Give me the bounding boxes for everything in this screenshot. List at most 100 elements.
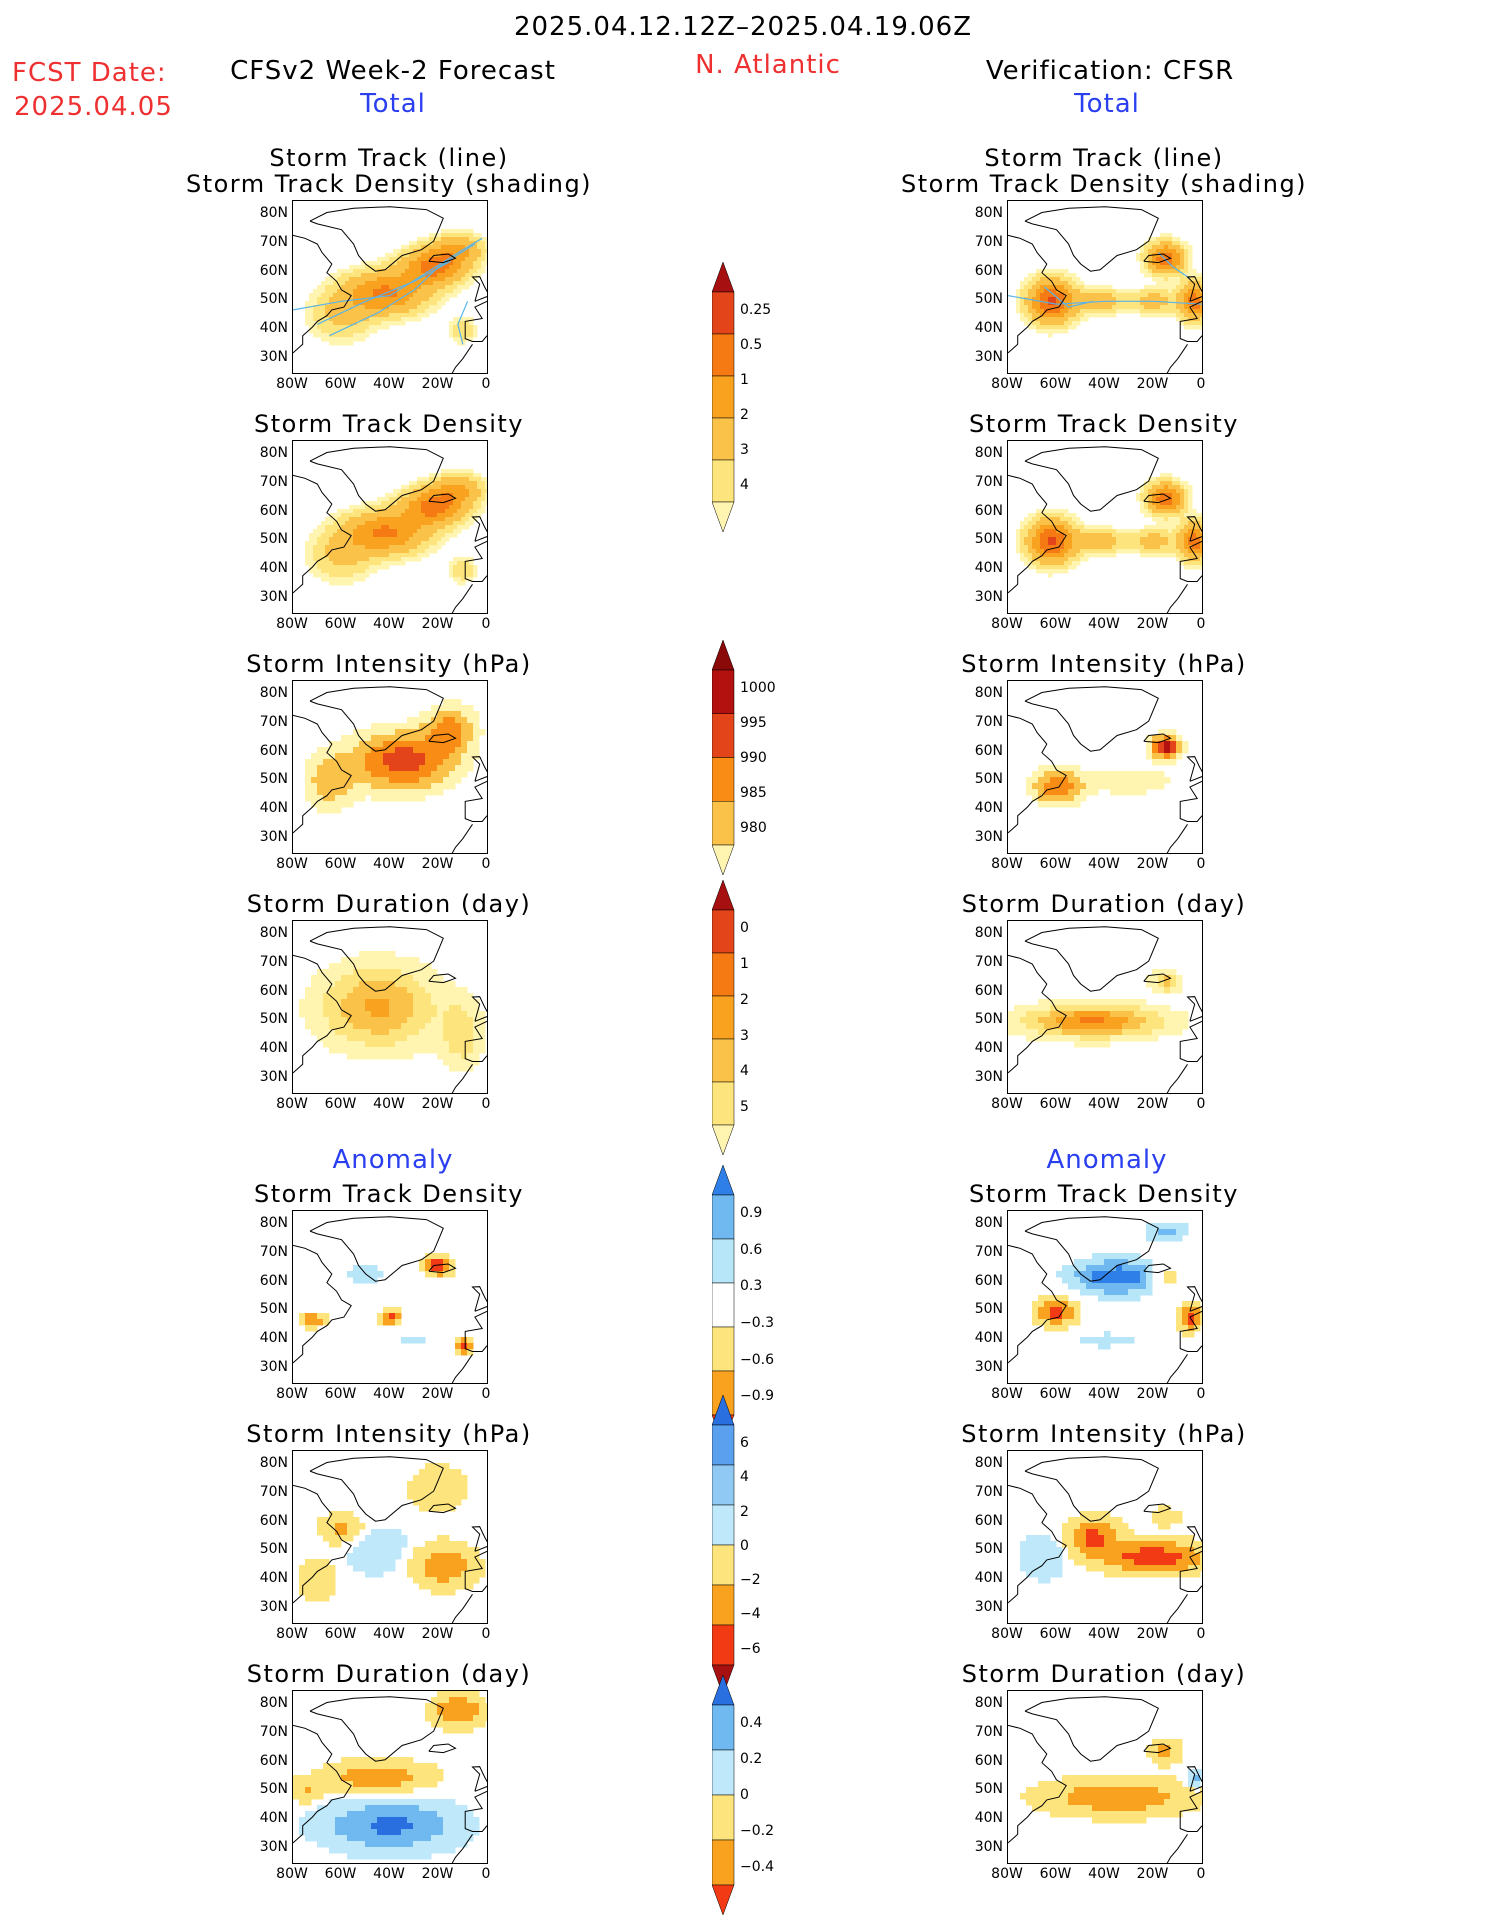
shading-cell <box>405 521 410 526</box>
shading-cell <box>1044 1541 1051 1548</box>
shading-cell <box>389 1011 396 1018</box>
shading-cell <box>1176 485 1181 490</box>
shading-cell <box>405 553 410 558</box>
shading-cell <box>1116 1259 1123 1266</box>
shading-cell <box>419 711 426 718</box>
shading-cell <box>1068 765 1075 772</box>
shading-cell <box>353 729 360 736</box>
shading-cell <box>1128 1265 1135 1272</box>
shading-cell <box>457 517 462 522</box>
shading-cell <box>1140 1259 1147 1266</box>
shading-cell <box>449 473 454 478</box>
lon-tick-label: 0 <box>481 616 491 632</box>
shading-cell <box>393 273 398 278</box>
shading-cell <box>1048 517 1053 522</box>
shading-cell <box>1120 545 1125 550</box>
lat-tick-label: 80N <box>259 1455 288 1472</box>
shading-cell <box>1128 1283 1135 1290</box>
lat-tick-label: 50N <box>974 771 1003 788</box>
shading-cell <box>433 249 438 254</box>
shading-cell <box>1170 1229 1177 1236</box>
shading-cell <box>1140 1017 1147 1024</box>
shading-cell <box>1128 1259 1135 1266</box>
shading-cell <box>401 783 408 790</box>
shading-cell <box>1160 289 1165 294</box>
shading-cell <box>365 573 370 578</box>
shading-cell <box>443 759 450 766</box>
shading-cell <box>437 1559 444 1566</box>
shading-cell <box>431 1541 438 1548</box>
shading-cell <box>371 1005 378 1012</box>
lon-tick-label: 20W <box>421 376 454 392</box>
shading-cell <box>385 277 390 282</box>
shading-cell <box>1134 1017 1141 1024</box>
shading-cell <box>457 521 462 526</box>
shading-cell <box>1044 795 1051 802</box>
shading-cell <box>1104 1253 1111 1260</box>
shading-cell <box>333 341 338 346</box>
shading-cell <box>337 337 342 342</box>
shading-cell <box>323 771 330 778</box>
shading-cell <box>373 297 378 302</box>
shading-cell <box>1192 305 1197 310</box>
shading-cell <box>1168 545 1173 550</box>
shading-cell <box>1024 529 1029 534</box>
shading-cell <box>449 1505 456 1512</box>
shading-cell <box>1044 999 1051 1006</box>
shading-cell <box>317 777 324 784</box>
shading-cell <box>377 557 382 562</box>
shading-cell <box>1160 549 1165 554</box>
shading-cell <box>383 723 390 730</box>
lat-tick-label: 30N <box>259 1358 288 1375</box>
shading-cell <box>1120 301 1125 306</box>
shading-cell <box>341 577 346 582</box>
shading-cell <box>1056 525 1061 530</box>
shading-cell <box>421 497 426 502</box>
shading-cell <box>1074 1283 1081 1290</box>
shading-cell <box>341 771 348 778</box>
shading-cell <box>1084 305 1089 310</box>
shading-cell <box>413 1481 420 1488</box>
coastline <box>309 1456 444 1522</box>
shading-cell <box>1104 1289 1111 1296</box>
shading-cell <box>377 537 382 542</box>
shading-cell <box>465 249 470 254</box>
shading-cell <box>389 1529 396 1536</box>
shading-cell <box>1184 289 1189 294</box>
shading-cell <box>369 549 374 554</box>
shading-cell <box>465 509 470 514</box>
shading-cell <box>341 963 348 970</box>
left-column-title: CFSv2 Week-2 Forecast <box>230 56 556 86</box>
shading-cell <box>311 1017 318 1024</box>
shading-cell <box>425 1499 432 1506</box>
shading-cell <box>1158 1005 1165 1012</box>
shading-cell <box>1196 309 1201 314</box>
shading-cell <box>461 273 466 278</box>
shading-cell <box>407 789 414 796</box>
shading-cell <box>1024 521 1029 526</box>
lat-tick-label: 70N <box>974 714 1003 730</box>
shading-cell <box>329 525 334 530</box>
shading-cell <box>453 517 458 522</box>
shading-cell <box>309 297 314 302</box>
shading-cell <box>1098 1541 1105 1548</box>
shading-cell <box>383 729 390 736</box>
shading-cell <box>473 489 478 494</box>
shading-cell <box>1026 1017 1033 1024</box>
shading-cell <box>425 999 432 1006</box>
shading-cell <box>453 269 458 274</box>
shading-cell <box>373 261 378 266</box>
shading-cell <box>335 795 342 802</box>
shading-cell <box>467 1035 474 1042</box>
shading-cell <box>1104 1571 1111 1578</box>
shading-cell <box>425 975 432 982</box>
shading-cell <box>1068 1523 1075 1530</box>
shading-cell <box>473 485 478 490</box>
shading-cell <box>1116 1517 1123 1524</box>
shading-cell <box>1104 1017 1111 1024</box>
shading-cell <box>311 1325 318 1332</box>
shading-cell <box>1092 309 1097 314</box>
shading-cell <box>1144 293 1149 298</box>
shading-cell <box>1160 233 1165 238</box>
shading-cell <box>1080 1517 1087 1524</box>
